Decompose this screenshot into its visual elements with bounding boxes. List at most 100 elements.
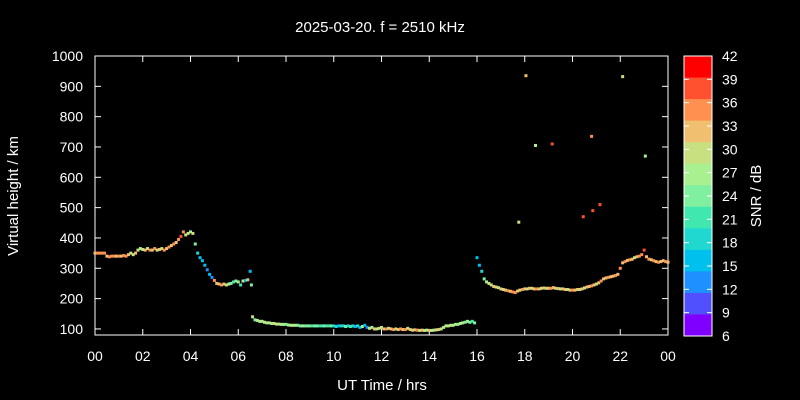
data-point	[372, 327, 376, 331]
colorbar-segment	[684, 228, 712, 251]
data-point	[332, 324, 336, 328]
data-point	[621, 261, 625, 265]
data-point	[411, 328, 415, 332]
data-point	[618, 266, 622, 270]
colorbar-segment	[684, 77, 712, 100]
data-point	[537, 287, 541, 291]
data-point	[533, 143, 537, 147]
colorbar-segment	[684, 249, 712, 272]
data-point	[640, 253, 644, 257]
data-point	[473, 321, 477, 325]
y-axis: 100 200 300 400 500 600 700 800 900 1000	[52, 48, 668, 337]
data-point	[126, 253, 130, 257]
data-point	[220, 283, 224, 287]
data-point	[511, 290, 515, 294]
data-point	[556, 287, 560, 291]
y-tick-label: 900	[60, 78, 84, 94]
data-point	[368, 326, 372, 330]
data-point	[604, 276, 608, 280]
y-tick-label: 200	[60, 291, 84, 307]
data-point	[613, 274, 617, 278]
data-point	[279, 322, 283, 326]
data-point	[177, 237, 181, 241]
x-tick-label: 04	[183, 348, 199, 364]
data-point	[597, 281, 601, 285]
data-point	[499, 287, 503, 291]
data-point	[666, 260, 670, 264]
data-point	[609, 275, 613, 279]
x-tick-label: 08	[278, 348, 294, 364]
data-point	[305, 324, 309, 328]
data-point	[592, 283, 596, 287]
x-tick-label: 02	[135, 348, 151, 364]
data-point	[606, 275, 610, 279]
data-point	[174, 241, 178, 245]
data-point	[635, 255, 639, 259]
data-point	[642, 248, 646, 252]
data-point	[110, 254, 114, 258]
data-point	[282, 322, 286, 326]
data-point	[286, 323, 290, 327]
data-point	[141, 247, 145, 251]
data-point	[253, 318, 257, 322]
data-point	[255, 318, 259, 322]
data-point	[310, 324, 314, 328]
colorbar-segment	[684, 142, 712, 165]
data-point	[107, 255, 111, 259]
data-point	[587, 284, 591, 288]
data-point	[356, 324, 360, 328]
data-point	[358, 325, 362, 329]
data-point	[649, 258, 653, 262]
data-point	[317, 324, 321, 328]
data-point	[200, 259, 204, 263]
data-point	[348, 325, 352, 329]
data-point	[594, 282, 598, 286]
x-axis: 00 02 04 06 08 10 12 14 16 18 20 22 00	[87, 56, 676, 364]
data-point	[193, 242, 197, 246]
data-point	[131, 253, 135, 257]
colorbar-tick-label: 6	[722, 328, 730, 344]
data-point	[181, 230, 185, 234]
data-point	[401, 328, 405, 332]
data-point	[334, 325, 338, 329]
data-point	[146, 247, 150, 251]
data-point	[375, 327, 379, 331]
data-point	[578, 288, 582, 292]
data-point	[551, 286, 555, 290]
data-point	[217, 282, 221, 286]
data-point	[136, 248, 140, 252]
y-tick-label: 100	[60, 321, 84, 337]
data-point	[389, 327, 393, 331]
data-point	[477, 263, 481, 267]
data-point	[274, 322, 278, 326]
data-point	[296, 323, 300, 327]
colorbar-segment	[684, 314, 712, 337]
data-point	[403, 328, 407, 332]
data-point	[315, 324, 319, 328]
data-point	[391, 328, 395, 332]
data-point	[621, 75, 625, 79]
y-tick-label: 700	[60, 139, 84, 155]
y-axis-label: Virtual height / km	[5, 136, 22, 256]
y-tick-label: 500	[60, 200, 84, 216]
data-point	[210, 275, 214, 279]
data-point	[408, 328, 412, 332]
data-point	[229, 281, 233, 285]
colorbar-segment	[684, 163, 712, 186]
data-point	[165, 247, 169, 251]
data-point	[98, 251, 102, 255]
data-point	[451, 323, 455, 327]
data-point	[396, 328, 400, 332]
data-point	[399, 327, 403, 331]
colorbar-tick-label: 18	[722, 235, 738, 251]
data-point	[554, 286, 558, 290]
data-point	[549, 286, 553, 290]
colorbar-segment	[684, 185, 712, 208]
data-point	[463, 320, 467, 324]
data-point	[591, 209, 595, 213]
data-point	[196, 251, 200, 255]
data-point	[630, 257, 634, 261]
data-point	[231, 280, 235, 284]
data-point	[191, 231, 195, 235]
